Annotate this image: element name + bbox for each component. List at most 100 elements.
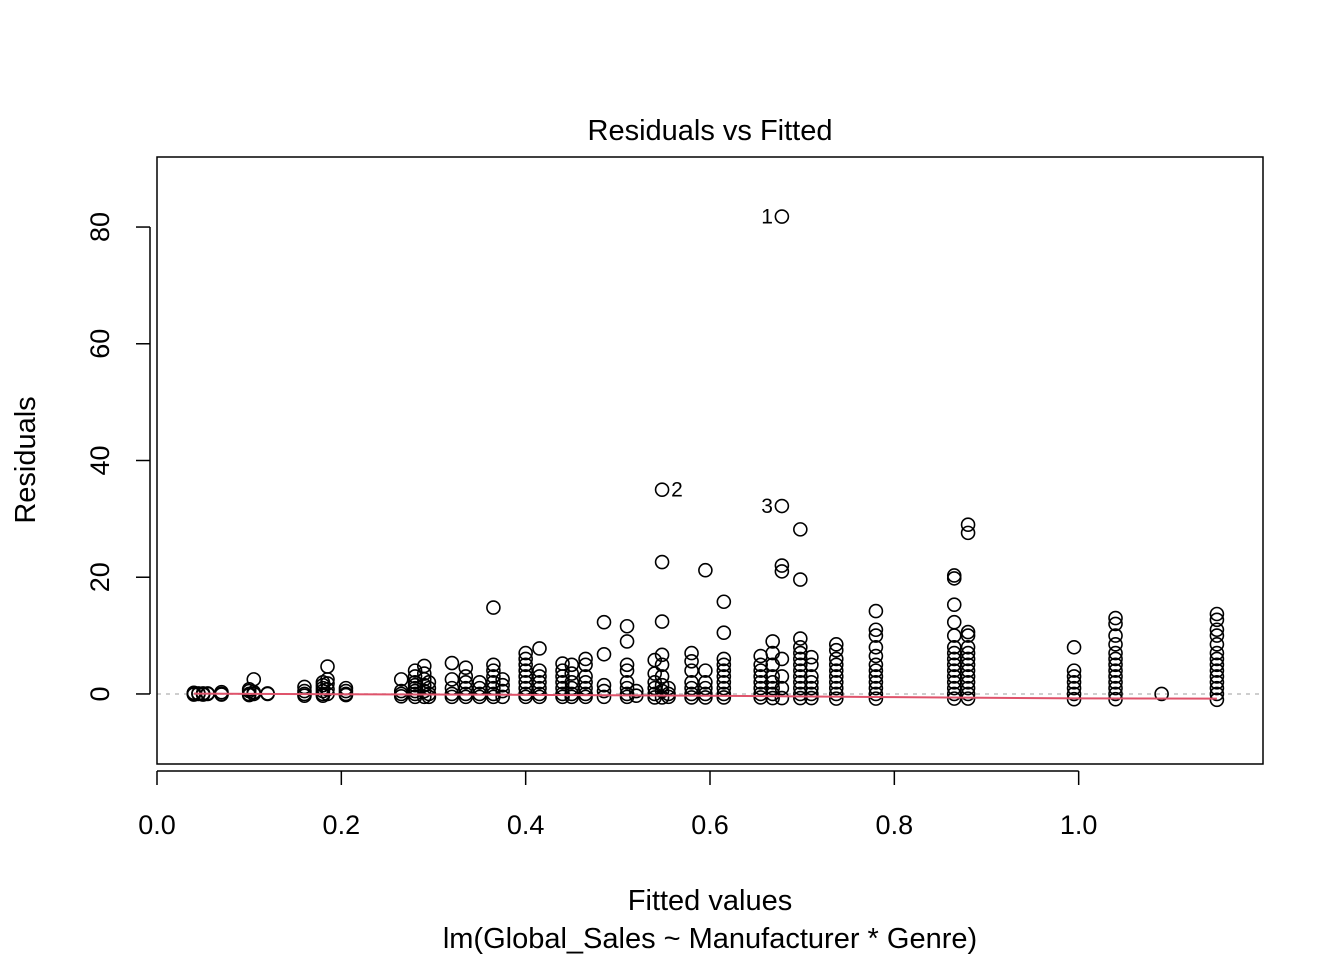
residual-point [793, 639, 808, 655]
residual-point [946, 597, 962, 612]
residual-point [684, 674, 699, 690]
residual-point [532, 689, 547, 705]
x-tick-label: 0.2 [323, 810, 361, 840]
residual-point [868, 686, 884, 702]
residual-point [828, 669, 844, 684]
residual-point [1209, 663, 1225, 678]
residual-point [578, 669, 593, 684]
x-tick-label: 0.8 [876, 810, 914, 840]
residual-point [960, 669, 976, 684]
residual-point [654, 669, 670, 684]
residual-point [555, 689, 570, 705]
residual-point [1209, 651, 1225, 667]
residual-point [1066, 686, 1082, 702]
residual-point [1108, 645, 1123, 661]
residual-point [495, 672, 510, 687]
residual-point [868, 639, 884, 655]
residual-point [793, 663, 808, 678]
residual-point [793, 651, 808, 667]
residual-point [1066, 680, 1082, 696]
residual-point [716, 680, 732, 696]
residual-point [828, 674, 844, 690]
smooth-trend-line [193, 692, 1217, 700]
residual-point [753, 657, 768, 673]
residual-point [698, 663, 713, 678]
x-tick-label: 0.4 [507, 810, 545, 840]
residual-point [486, 657, 501, 673]
residual-point [1209, 686, 1225, 702]
residual-point [1209, 645, 1225, 661]
residual-point [518, 657, 533, 673]
residual-point [684, 663, 699, 678]
residual-point [619, 674, 635, 690]
residual-point [297, 688, 312, 704]
residual-point [960, 680, 976, 696]
residual-point [1108, 674, 1123, 690]
residual-point [774, 209, 790, 224]
residual-point [828, 691, 844, 706]
residual-point [804, 680, 819, 696]
residual-point [518, 669, 533, 684]
residual-point [868, 603, 884, 619]
residual-point [472, 674, 487, 690]
residual-point [960, 517, 976, 533]
residual-point [518, 689, 533, 705]
residual-point [765, 690, 780, 706]
residual-point [1108, 669, 1123, 684]
residual-point [564, 666, 580, 681]
residual-point [1209, 606, 1225, 622]
residual-point [946, 691, 962, 706]
residual-point [765, 634, 780, 649]
residual-point [960, 639, 976, 655]
x-axis-title: Fitted values [628, 885, 792, 917]
residual-point [946, 669, 962, 684]
residual-point [444, 655, 460, 671]
residual-point [753, 680, 768, 696]
residual-point [647, 666, 663, 681]
residual-point [868, 674, 884, 690]
residual-point [1108, 628, 1123, 643]
residual-point [946, 686, 962, 702]
x-tick-label: 0.0 [138, 810, 176, 840]
residual-point [564, 689, 580, 705]
residual-point [532, 674, 547, 690]
residual-point [716, 657, 732, 673]
residual-point [532, 663, 547, 678]
residual-point [578, 651, 593, 667]
residual-point [1108, 651, 1123, 667]
residual-point [716, 669, 732, 684]
residual-point [753, 663, 768, 678]
residual-point [596, 677, 612, 693]
residual-point [619, 618, 635, 634]
residual-point [458, 660, 474, 675]
residual-point [774, 690, 790, 706]
residual-point [868, 622, 884, 638]
residual-point [716, 686, 732, 702]
residual-point [774, 680, 790, 696]
residual-point [828, 663, 844, 678]
residual-point [596, 646, 612, 662]
residual-point [753, 674, 768, 690]
residual-point [828, 686, 844, 702]
residual-point [868, 657, 884, 673]
residual-point [946, 674, 962, 690]
residual-point [628, 683, 644, 699]
residual-point [804, 669, 819, 684]
residual-point [793, 674, 808, 690]
residual-point [868, 663, 884, 678]
residual-point [486, 600, 501, 615]
residual-point [960, 657, 976, 673]
residual-point [774, 651, 790, 667]
residual-point [793, 631, 808, 646]
residual-point [716, 690, 732, 705]
residual-point [518, 651, 533, 667]
x-tick-label: 0.6 [691, 810, 729, 840]
residual-point [444, 672, 460, 687]
outlier-labels: 1 2 3 [671, 206, 773, 518]
residual-point [596, 683, 612, 699]
residual-point [774, 498, 790, 514]
residual-point [654, 482, 670, 497]
residual-point [698, 690, 713, 705]
residual-point [946, 657, 962, 673]
residual-point [458, 674, 474, 690]
